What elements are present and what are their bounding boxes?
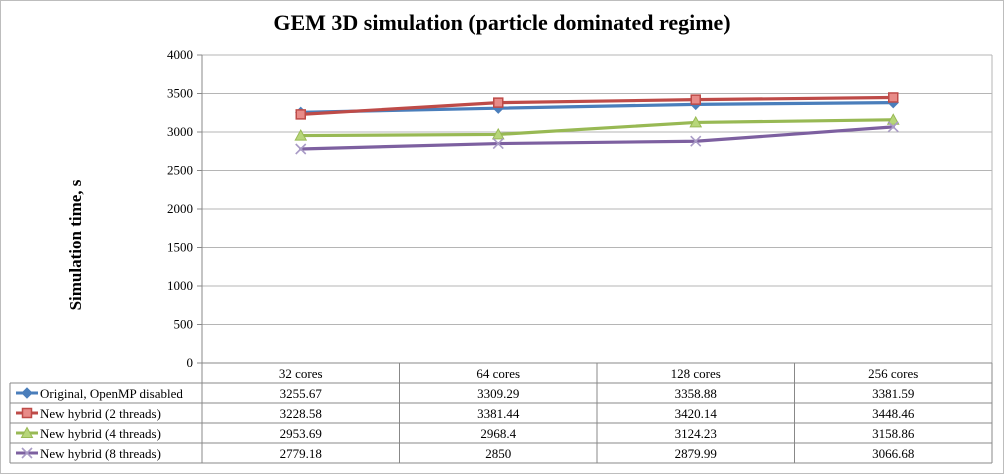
series-2-value-label: 3381.44 (477, 406, 520, 421)
y-tick-label: 1000 (167, 278, 193, 293)
series-3-value-label: 3124.23 (675, 426, 717, 441)
series-1-legend-marker (21, 387, 33, 399)
series-3-value-label: 3158.86 (872, 426, 915, 441)
series-2-value-label: 3420.14 (675, 406, 718, 421)
y-tick-label: 3000 (167, 124, 193, 139)
series-3-point (491, 127, 505, 140)
category-label: 128 cores (671, 366, 721, 381)
series-4-value-label: 2850 (485, 446, 511, 461)
series-2-value-label: 3228.58 (280, 406, 322, 421)
category-label: 256 cores (868, 366, 918, 381)
series-4-line (299, 125, 895, 151)
series-3-value-label: 2953.69 (280, 426, 322, 441)
series-4-point (887, 121, 899, 133)
series-2-point (888, 92, 899, 103)
series-1-legend-label: Original, OpenMP disabled (40, 386, 183, 401)
series-1-value-label: 3381.59 (872, 386, 914, 401)
y-tick-label: 4000 (167, 47, 193, 62)
chart-title: GEM 3D simulation (particle dominated re… (273, 10, 731, 35)
series-4-point (492, 137, 504, 150)
series-3-legend-label: New hybrid (4 threads) (40, 426, 161, 441)
series-2-point (690, 94, 701, 105)
series-1-line (299, 101, 895, 114)
category-label: 64 cores (476, 366, 520, 381)
y-tick-label: 0 (187, 355, 194, 370)
series-1-value-label: 3358.88 (675, 386, 717, 401)
series-4-point (295, 143, 307, 155)
series-4-legend-marker (21, 447, 33, 459)
series-4-value-label: 2779.18 (280, 446, 322, 461)
series-3-legend-marker (20, 426, 34, 438)
y-tick-label: 2500 (167, 163, 193, 178)
category-label: 32 cores (279, 366, 323, 381)
series-3-point (886, 113, 900, 125)
series-3-value-label: 2968.4 (480, 426, 516, 441)
series-1-value-label: 3255.67 (280, 386, 323, 401)
series-2-legend-marker (21, 407, 33, 419)
series-3-line (299, 118, 895, 138)
series-4-legend-label: New hybrid (8 threads) (40, 446, 161, 461)
series-2-point (493, 97, 504, 108)
series-4-point (690, 135, 702, 147)
series-2-value-label: 3448.46 (872, 406, 915, 421)
y-tick-label: 1500 (167, 240, 193, 255)
series-2-legend-label: New hybrid (2 threads) (40, 406, 161, 421)
series-4-value-label: 2879.99 (675, 446, 717, 461)
y-tick-label: 500 (174, 317, 194, 332)
series-2-point (295, 109, 306, 120)
series-1-value-label: 3309.29 (477, 386, 519, 401)
series-3-point (689, 115, 703, 128)
series-2-line (299, 95, 895, 116)
y-tick-label: 2000 (167, 201, 193, 216)
series-4-value-label: 3066.68 (872, 446, 914, 461)
series-3-point (294, 129, 308, 141)
y-tick-label: 3500 (167, 86, 193, 101)
